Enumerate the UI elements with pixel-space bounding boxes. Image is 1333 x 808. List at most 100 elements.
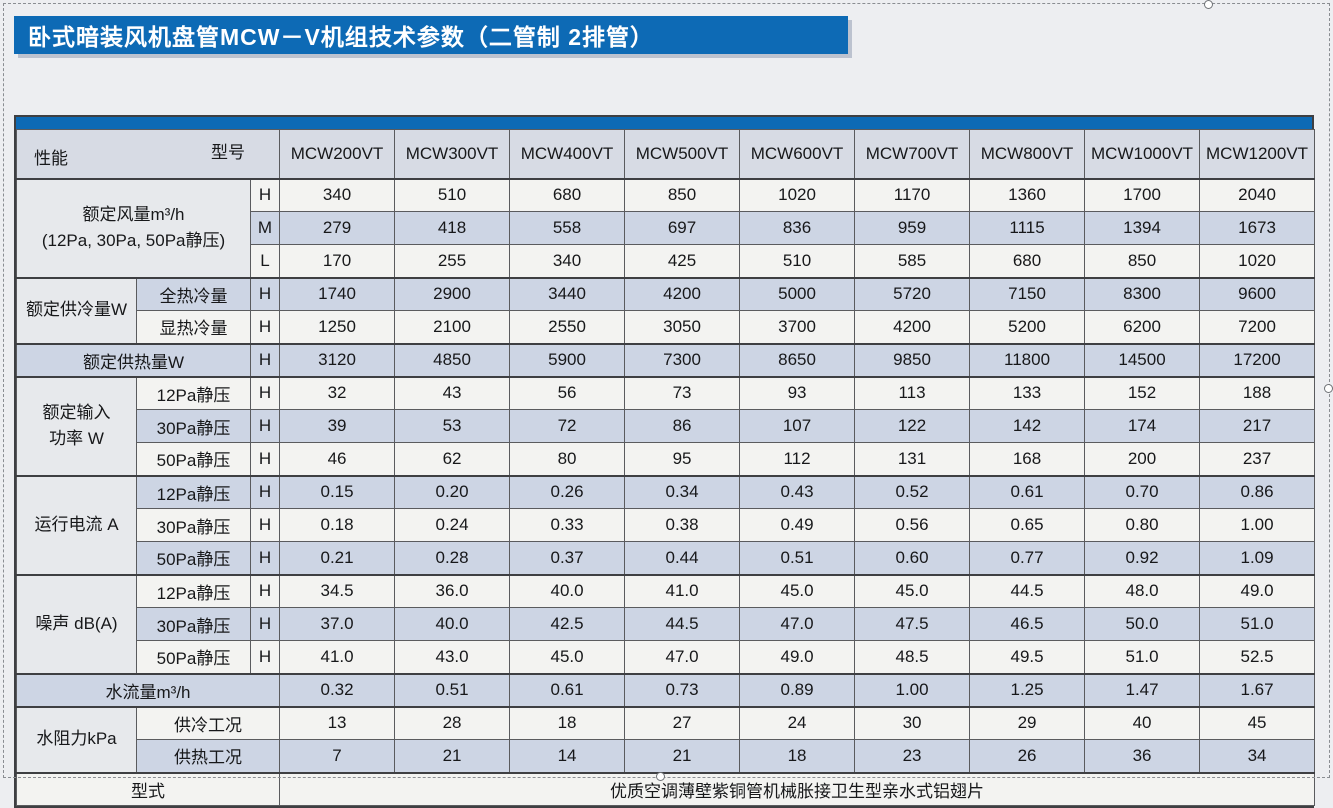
- row-label: 额定供热量W: [16, 342, 251, 377]
- value-cell: 0.86: [1199, 474, 1316, 509]
- corner-label-performance: 性能: [34, 148, 68, 168]
- sub-row-label: 显热冷量: [136, 310, 251, 344]
- value-cell: 9600: [1199, 276, 1316, 311]
- selection-handle-right[interactable]: [1324, 384, 1333, 393]
- value-cell: 46: [279, 442, 396, 476]
- value-cell: 0.65: [969, 508, 1086, 542]
- value-cell: 43: [394, 375, 511, 410]
- value-cell: 47.0: [739, 607, 856, 641]
- value-cell: 0.61: [509, 672, 626, 707]
- value-cell: 255: [394, 244, 511, 278]
- table-row: 显热冷量 H 1250 2100 2550 3050 3700 4200 5200 6200 720…: [17, 310, 1316, 344]
- table-row: 供热工况 7 21 14 21 18 23 26 36 34: [17, 739, 1316, 773]
- fan-speed-label: H: [249, 607, 281, 641]
- value-cell: 36.0: [394, 573, 511, 608]
- sub-row-label: 12Pa静压: [136, 474, 251, 509]
- row-label: 水流量m³/h: [15, 672, 281, 707]
- value-cell: 1.00: [1199, 508, 1316, 542]
- fan-speed-label: H: [249, 541, 281, 575]
- value-cell: 112: [739, 442, 856, 476]
- value-cell: 200: [1084, 442, 1201, 476]
- value-cell: 1115: [969, 211, 1086, 245]
- table-row: 额定风量m³/h (12Pa, 30Pa, 50Pa静压) H 340 510 680 8…: [16, 177, 1316, 278]
- fan-speed-label: H: [249, 342, 281, 377]
- value-cell: 45.0: [509, 640, 626, 674]
- value-cell: 217: [1199, 409, 1316, 443]
- row-label: 水阻力kPa: [16, 705, 137, 773]
- value-cell: 1250: [279, 310, 396, 344]
- value-cell: 0.15: [279, 474, 396, 509]
- value-cell: 23: [854, 739, 971, 773]
- value-cell: 40.0: [509, 573, 626, 608]
- value-cell: 73: [624, 375, 741, 410]
- sub-row-label: 50Pa静压: [136, 640, 251, 674]
- value-cell: 30: [854, 705, 971, 740]
- value-cell: 44.5: [969, 573, 1086, 608]
- value-cell: 45: [1199, 705, 1316, 740]
- value-cell: 510: [394, 177, 511, 212]
- fan-speed-label: H: [249, 640, 281, 674]
- value-cell: 40: [1084, 705, 1201, 740]
- value-cell: 42.5: [509, 607, 626, 641]
- model-header: MCW800VT: [969, 129, 1086, 179]
- table-row: 型式 优质空调薄壁紫铜管机械胀接卫生型亲水式铝翅片: [15, 771, 1316, 806]
- value-cell: 0.18: [279, 508, 396, 542]
- value-cell: 34: [1199, 739, 1316, 773]
- sub-row-label: 供冷工况: [135, 705, 281, 740]
- selection-handle-bottom[interactable]: [656, 772, 665, 781]
- value-cell: 0.44: [624, 541, 741, 575]
- value-cell: 32: [279, 375, 396, 410]
- value-cell: 0.37: [509, 541, 626, 575]
- value-cell: 14: [509, 739, 626, 773]
- value-cell: 107: [739, 409, 856, 443]
- value-cell: 188: [1199, 375, 1316, 410]
- value-cell: 0.34: [624, 474, 741, 509]
- value-cell: 21: [394, 739, 511, 773]
- value-cell: 0.61: [969, 474, 1086, 509]
- value-cell: 0.28: [394, 541, 511, 575]
- value-cell: 7150: [969, 276, 1086, 311]
- spec-table-wrap[interactable]: 性能 型号 MCW200VT MCW300VT MCW400VT MCW500VT MCW6…: [14, 115, 1316, 808]
- value-cell: 39: [279, 409, 396, 443]
- value-cell: 1.00: [854, 672, 971, 707]
- value-cell: 11800: [969, 342, 1086, 377]
- value-cell: 7: [279, 739, 396, 773]
- value-cell: 1.09: [1199, 541, 1316, 575]
- value-cell: 0.20: [394, 474, 511, 509]
- value-cell: 29: [969, 705, 1086, 740]
- value-cell: 8300: [1084, 276, 1201, 311]
- model-header: MCW1000VT: [1084, 129, 1201, 179]
- value-cell: 133: [969, 375, 1086, 410]
- value-cell: 93: [739, 375, 856, 410]
- page-title-bar[interactable]: 卧式暗装风机盘管MCW－V机组技术参数（二管制 2排管）: [14, 16, 848, 54]
- model-header: MCW600VT: [739, 129, 856, 179]
- table-row: 50Pa静压 H 0.21 0.28 0.37 0.44 0.51 0.60 0.77 0.92 1…: [17, 541, 1316, 575]
- value-cell: 1020: [739, 177, 856, 212]
- value-cell: 8650: [739, 342, 856, 377]
- value-cell: 1740: [279, 276, 396, 311]
- value-cell: 836: [739, 211, 856, 245]
- value-cell: 0.89: [739, 672, 856, 707]
- value-cell: 51.0: [1084, 640, 1201, 674]
- value-cell: 418: [394, 211, 511, 245]
- value-cell: 1.25: [969, 672, 1086, 707]
- value-cell: 5720: [854, 276, 971, 311]
- value-cell: 14500: [1084, 342, 1201, 377]
- value-cell: 0.80: [1084, 508, 1201, 542]
- value-cell: 5000: [739, 276, 856, 311]
- sub-row-label: 30Pa静压: [136, 607, 251, 641]
- table-row: 额定输入 功率 W 12Pa静压 H 32 43 56 73 93 113 133 152 188: [16, 375, 1316, 476]
- value-cell: 4200: [854, 310, 971, 344]
- selection-handle-top[interactable]: [1204, 0, 1213, 9]
- value-cell: 43.0: [394, 640, 511, 674]
- sub-row-label: 12Pa静压: [136, 573, 251, 608]
- value-cell: 2100: [394, 310, 511, 344]
- fan-speed-label: H: [249, 409, 281, 443]
- value-cell: 17200: [1199, 342, 1316, 377]
- model-header: MCW700VT: [854, 129, 971, 179]
- model-header: MCW500VT: [624, 129, 741, 179]
- value-cell: 2040: [1199, 177, 1316, 212]
- value-cell: 170: [279, 244, 396, 278]
- value-cell: 49.0: [1199, 573, 1316, 608]
